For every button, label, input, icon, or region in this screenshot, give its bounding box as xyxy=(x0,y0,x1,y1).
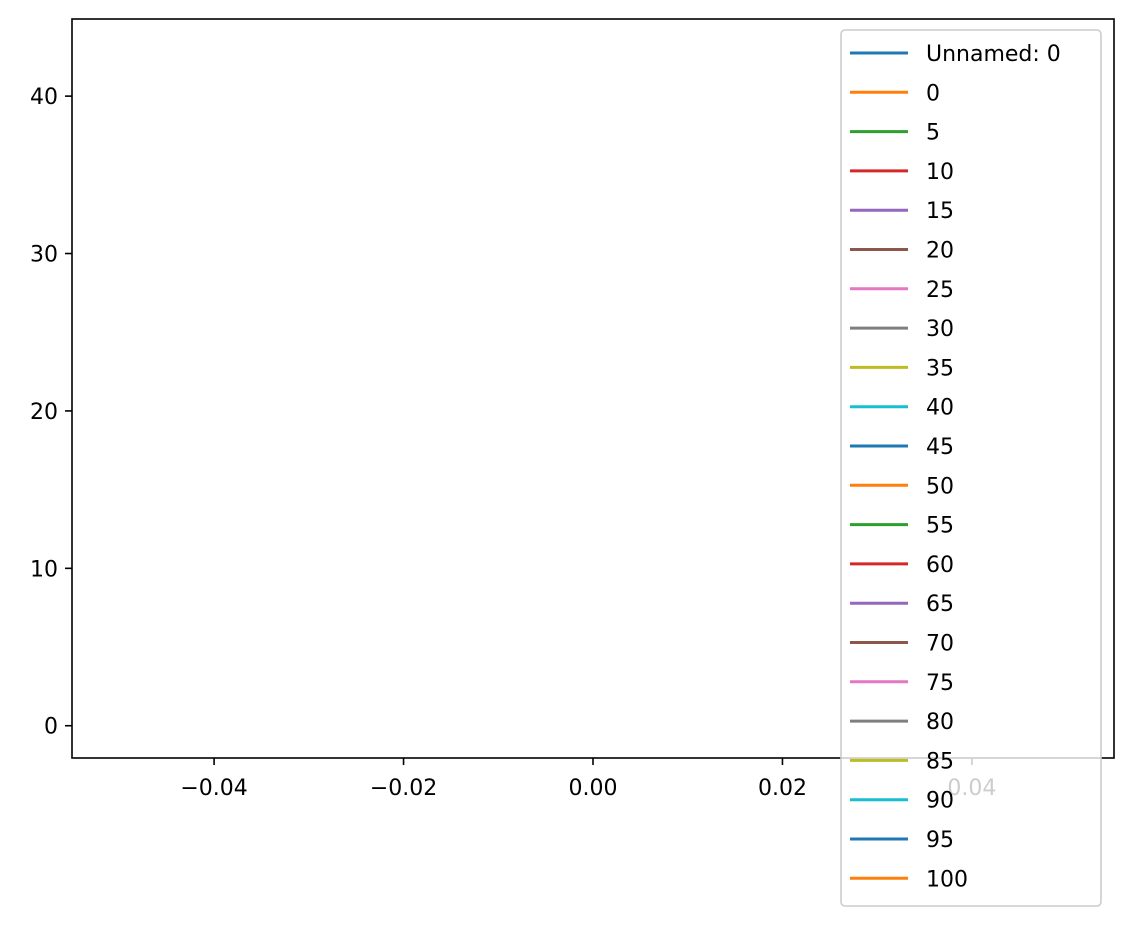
x-tick-label: 0.00 xyxy=(569,776,618,801)
legend-label: 35 xyxy=(926,356,954,381)
y-tick-label: 20 xyxy=(30,400,58,425)
legend-label: 65 xyxy=(926,592,954,617)
legend-label: 90 xyxy=(926,789,954,814)
legend-box xyxy=(840,29,1102,907)
legend-label: 100 xyxy=(926,867,968,892)
y-axis: 0 10 20 30 40 xyxy=(30,85,72,740)
plot-frame xyxy=(71,18,1115,759)
legend-label: 75 xyxy=(926,671,954,696)
legend-label: 40 xyxy=(926,396,954,421)
legend-label: 10 xyxy=(926,160,954,185)
legend-label: 45 xyxy=(926,435,954,460)
legend-label: 20 xyxy=(926,239,954,264)
legend-label: 25 xyxy=(926,278,954,303)
legend-label: 15 xyxy=(926,199,954,224)
legend-label: 55 xyxy=(926,514,954,539)
x-tick-label: −0.04 xyxy=(180,776,247,801)
legend-label: 50 xyxy=(926,474,954,499)
x-tick-label: 0.02 xyxy=(758,776,807,801)
legend-label: 95 xyxy=(926,828,954,853)
y-tick-label: 30 xyxy=(30,243,58,268)
legend-label: 80 xyxy=(926,710,954,735)
y-tick-label: 0 xyxy=(44,715,58,740)
y-tick-label: 10 xyxy=(30,557,58,582)
legend: Unnamed: 0 0 5 10 15 20 25 30 35 40 45 50 55 60 65 70 75… xyxy=(840,29,1102,907)
legend-label: 70 xyxy=(926,632,954,657)
legend-label: 5 xyxy=(926,121,940,146)
legend-label: 0 xyxy=(926,81,940,106)
legend-label: 85 xyxy=(926,749,954,774)
legend-label: 60 xyxy=(926,553,954,578)
legend-label: Unnamed: 0 xyxy=(926,42,1061,67)
x-tick-label: −0.02 xyxy=(370,776,437,801)
legend-label: 30 xyxy=(926,317,954,342)
y-tick-label: 40 xyxy=(30,85,58,110)
